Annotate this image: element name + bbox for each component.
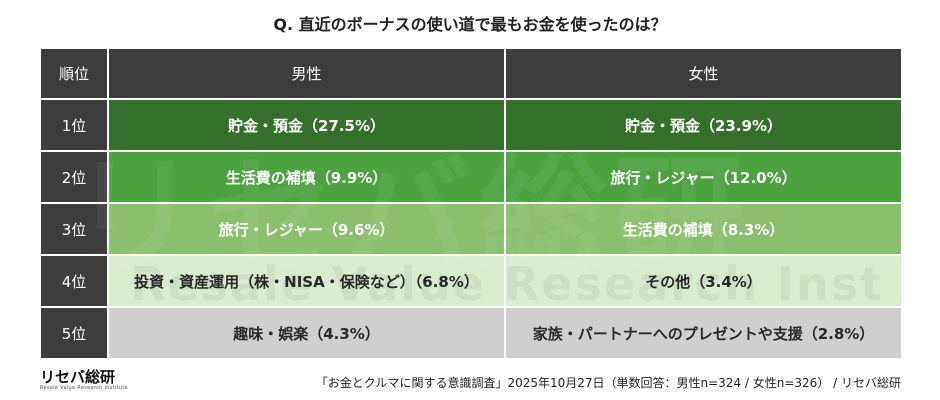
female-cell: 家族・パートナーへのプレゼントや支援（2.8%）	[504, 306, 903, 360]
female-cell: 生活費の補填（8.3%）	[504, 202, 903, 256]
page-title: Q. 直近のボーナスの使い道で最もお金を使ったのは？	[273, 15, 667, 34]
table-header-row: 順位 男性 女性	[39, 47, 903, 100]
female-cell: 貯金・預金（23.9%）	[504, 98, 903, 152]
source-footnote: 「お金とクルマに関する意識調査」2025年10月27日（単数回答：男性n=324…	[315, 376, 901, 390]
header-male: 男性	[107, 47, 506, 100]
ranking-table: 順位 男性 女性 1位 貯金・預金（27.5%） 貯金・預金（23.9%） 2位…	[39, 47, 903, 360]
rank-cell: 1位	[39, 98, 109, 152]
male-cell: 貯金・預金（27.5%）	[107, 98, 506, 152]
table-row: 2位 生活費の補填（9.9%） 旅行・レジャー（12.0%）	[39, 150, 903, 204]
male-cell: 生活費の補填（9.9%）	[107, 150, 506, 204]
rank-cell: 3位	[39, 202, 109, 256]
table-row: 3位 旅行・レジャー（9.6%） 生活費の補填（8.3%）	[39, 202, 903, 256]
header-female: 女性	[504, 47, 903, 100]
male-cell: 趣味・娯楽（4.3%）	[107, 306, 506, 360]
female-cell: その他（3.4%）	[504, 254, 903, 308]
rank-cell: 2位	[39, 150, 109, 204]
rank-cell: 4位	[39, 254, 109, 308]
male-cell: 旅行・レジャー（9.6%）	[107, 202, 506, 256]
header-rank: 順位	[39, 47, 109, 100]
female-cell: 旅行・レジャー（12.0%）	[504, 150, 903, 204]
logo-subtext: Resale Value Research Institute	[40, 385, 128, 391]
logo-text: リセバ総研	[40, 368, 116, 386]
rank-cell: 5位	[39, 306, 109, 360]
table-row: 1位 貯金・預金（27.5%） 貯金・預金（23.9%）	[39, 98, 903, 152]
male-cell: 投資・資産運用（株・NISA・保険など）（6.8%）	[107, 254, 506, 308]
brand-logo: リセバ総研 Resale Value Research Institute	[40, 370, 128, 396]
table-row: 5位 趣味・娯楽（4.3%） 家族・パートナーへのプレゼントや支援（2.8%）	[39, 306, 903, 360]
table-row: 4位 投資・資産運用（株・NISA・保険など）（6.8%） その他（3.4%）	[39, 254, 903, 308]
